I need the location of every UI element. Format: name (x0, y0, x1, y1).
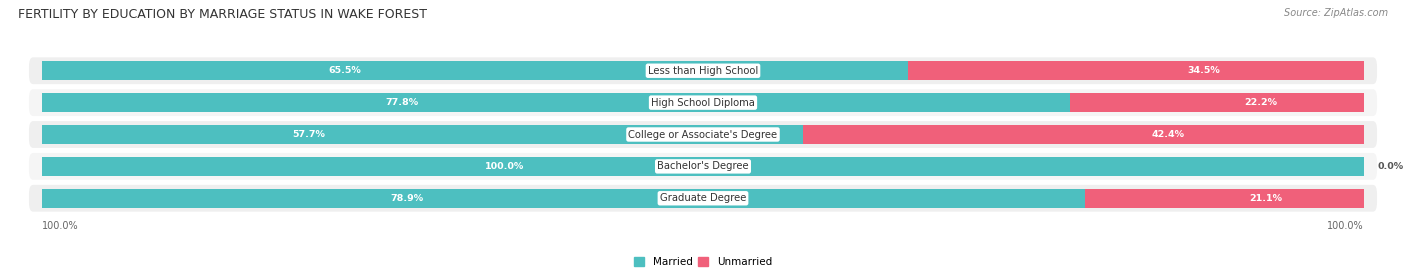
Text: 34.5%: 34.5% (1188, 66, 1220, 75)
Text: 100.0%: 100.0% (485, 162, 524, 171)
Bar (42, 189, 1085, 208)
Text: Source: ZipAtlas.com: Source: ZipAtlas.com (1284, 8, 1388, 18)
FancyBboxPatch shape (30, 57, 1376, 84)
Text: 21.1%: 21.1% (1250, 194, 1282, 203)
Bar (42, 157, 1364, 176)
FancyBboxPatch shape (30, 185, 1376, 212)
Text: 78.9%: 78.9% (391, 194, 423, 203)
Bar (42, 61, 908, 80)
Text: 100.0%: 100.0% (1327, 221, 1364, 231)
Text: 100.0%: 100.0% (42, 221, 79, 231)
FancyBboxPatch shape (30, 121, 1376, 148)
Bar (1085, 189, 1364, 208)
Text: 22.2%: 22.2% (1244, 98, 1278, 107)
Text: High School Diploma: High School Diploma (651, 98, 755, 108)
Text: 42.4%: 42.4% (1152, 130, 1184, 139)
FancyBboxPatch shape (30, 89, 1376, 116)
Legend: Married, Unmarried: Married, Unmarried (634, 257, 772, 267)
Bar (42, 93, 1070, 112)
Bar (42, 125, 804, 144)
Text: 77.8%: 77.8% (385, 98, 419, 107)
Text: College or Associate's Degree: College or Associate's Degree (628, 129, 778, 140)
Text: Less than High School: Less than High School (648, 66, 758, 76)
Text: FERTILITY BY EDUCATION BY MARRIAGE STATUS IN WAKE FOREST: FERTILITY BY EDUCATION BY MARRIAGE STATU… (18, 8, 427, 21)
Bar (908, 61, 1364, 80)
Bar (1070, 93, 1364, 112)
Text: 0.0%: 0.0% (1376, 162, 1403, 171)
FancyBboxPatch shape (30, 153, 1376, 180)
Text: Bachelor's Degree: Bachelor's Degree (657, 161, 749, 171)
Text: 65.5%: 65.5% (329, 66, 361, 75)
Text: 57.7%: 57.7% (292, 130, 326, 139)
Bar (803, 125, 1364, 144)
Text: Graduate Degree: Graduate Degree (659, 193, 747, 203)
